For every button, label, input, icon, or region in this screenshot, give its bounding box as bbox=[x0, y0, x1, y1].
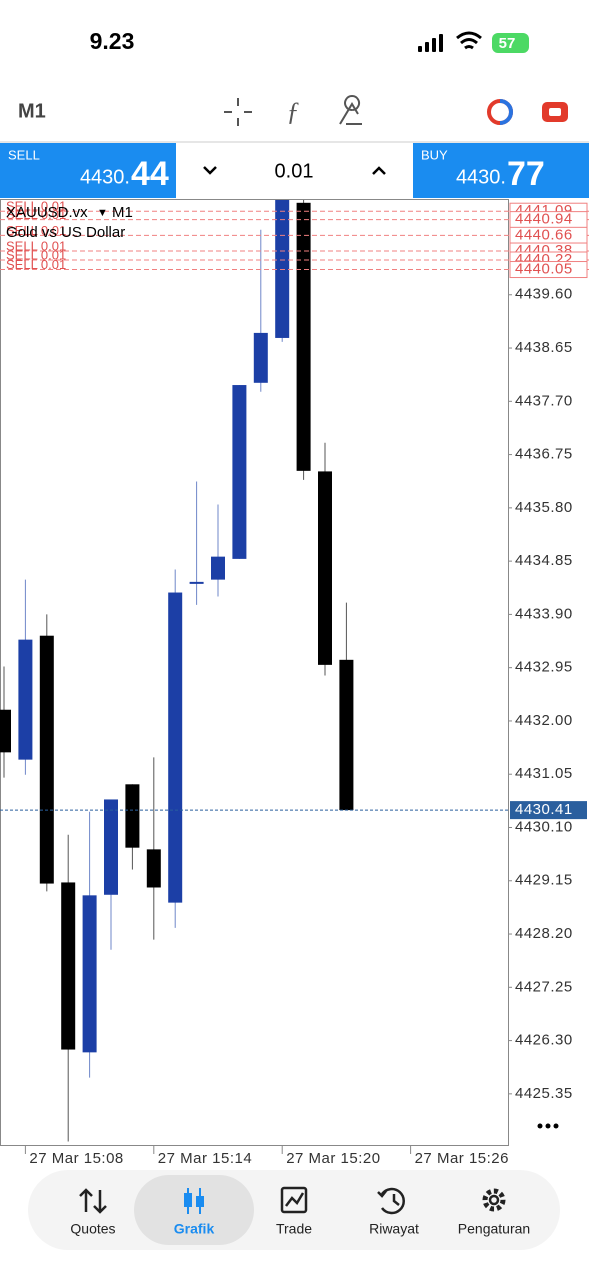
plot-area bbox=[0, 200, 354, 1142]
y-tick-label: 4437.70 bbox=[515, 392, 573, 409]
y-tick-label: 4435.80 bbox=[515, 499, 573, 516]
chart-timeframe: M1 bbox=[112, 204, 133, 221]
chart-symbol: XAUUSD.vx bbox=[6, 204, 88, 221]
chart-description: Gold vs US Dollar bbox=[6, 224, 125, 241]
candle-body bbox=[168, 592, 183, 903]
order-price: 4440.66 bbox=[515, 226, 573, 243]
trade-nav-line bbox=[285, 1192, 305, 1207]
candle-body bbox=[296, 202, 311, 471]
sell-price-small: 4430. bbox=[80, 166, 130, 188]
sell-price-large: 44 bbox=[131, 155, 169, 193]
buy-price-small: 4430. bbox=[456, 166, 506, 188]
y-tick-label: 4439.60 bbox=[515, 286, 573, 303]
candle-body bbox=[104, 799, 118, 895]
battery-level: 57 bbox=[499, 35, 516, 52]
nav-label[interactable]: Trade bbox=[276, 1221, 312, 1237]
current-price-box bbox=[510, 801, 587, 820]
nav-label[interactable]: Quotes bbox=[70, 1221, 115, 1237]
y-tick-label: 4436.75 bbox=[515, 446, 573, 463]
nav-bar bbox=[28, 1170, 560, 1250]
order-label: SELL 0.01 bbox=[6, 257, 66, 272]
chart: 4425.35 4426.30 4427.25 4428.20 4429.15 4430.… bbox=[0, 199, 589, 1167]
nav-active-pill bbox=[134, 1175, 254, 1245]
candle-body bbox=[18, 639, 33, 760]
y-tick-label: 4434.85 bbox=[515, 552, 573, 569]
y-tick-label: 4433.90 bbox=[515, 605, 573, 622]
order-price: 4440.94 bbox=[515, 211, 573, 228]
y-tick-label: 4429.15 bbox=[515, 872, 573, 889]
x-tick-label: 27 Mar 15:20 bbox=[286, 1150, 380, 1167]
signal-icon bbox=[418, 34, 443, 52]
sell-label: SELL bbox=[8, 147, 40, 162]
order-price: 4440.05 bbox=[515, 261, 573, 278]
history-icon bbox=[377, 1187, 405, 1215]
more-icon[interactable] bbox=[537, 1123, 559, 1129]
candle-body bbox=[61, 882, 76, 1050]
candle-body bbox=[211, 556, 225, 580]
x-tick-label: 27 Mar 15:26 bbox=[415, 1150, 509, 1167]
candle-body bbox=[82, 895, 97, 1053]
volume-up[interactable] bbox=[372, 166, 386, 175]
order-label: SELL 0.01 bbox=[6, 247, 66, 262]
nav-label[interactable]: Grafik bbox=[174, 1221, 215, 1237]
timeframe-button[interactable]: M1 bbox=[18, 100, 46, 122]
candle-body bbox=[275, 200, 290, 338]
order-price-box bbox=[509, 261, 588, 279]
buy-price-large: 77 bbox=[507, 155, 545, 193]
chart-icon-body bbox=[196, 1196, 204, 1207]
indicator-icon[interactable]: ƒ bbox=[287, 97, 300, 126]
candle-body bbox=[146, 849, 161, 888]
x-tick-label: 27 Mar 15:08 bbox=[29, 1150, 123, 1167]
y-tick-label: 4427.25 bbox=[515, 978, 573, 995]
sell-button[interactable] bbox=[0, 143, 176, 198]
candle-body bbox=[318, 471, 332, 665]
volume[interactable]: 0.01 bbox=[275, 160, 314, 182]
x-tick-label: 27 Mar 15:14 bbox=[158, 1150, 252, 1167]
one-click-icon-half bbox=[499, 99, 513, 125]
buy-button[interactable] bbox=[413, 143, 589, 198]
order-label: SELL 0.01 bbox=[6, 199, 66, 214]
y-tick-label: 4426.30 bbox=[515, 1032, 573, 1049]
crosshair-icon[interactable] bbox=[224, 98, 252, 126]
battery-icon bbox=[492, 33, 529, 53]
y-tick-label: 4430.10 bbox=[515, 818, 573, 835]
trade-icon-inner bbox=[549, 108, 561, 116]
nav-label[interactable]: Pengaturan bbox=[458, 1221, 530, 1237]
y-tick-label: 4432.00 bbox=[515, 712, 573, 729]
order-label: SELL 0.01 bbox=[6, 207, 66, 222]
quotes-icon bbox=[79, 1188, 107, 1214]
settings-icon-center bbox=[488, 1194, 500, 1206]
candle-body bbox=[253, 332, 268, 383]
y-tick-label: 4428.20 bbox=[515, 925, 573, 942]
current-price-label: 4430.41 bbox=[515, 801, 573, 818]
buy-label: BUY bbox=[421, 147, 448, 162]
candle-body bbox=[0, 709, 11, 753]
candle-body bbox=[189, 581, 204, 584]
clock: 9.23 bbox=[90, 28, 135, 54]
candle-body bbox=[339, 659, 354, 811]
y-tick-label: 4425.35 bbox=[515, 1085, 573, 1102]
settings-icon bbox=[482, 1188, 506, 1212]
objects-icon[interactable] bbox=[339, 95, 362, 125]
candle-body bbox=[125, 784, 140, 848]
plot-frame bbox=[0, 199, 509, 1146]
order-label: SELL 0.01 bbox=[6, 223, 66, 238]
y-tick-label: 4431.05 bbox=[515, 765, 573, 782]
y-tick-label: 4438.65 bbox=[515, 339, 573, 356]
volume-down[interactable] bbox=[203, 166, 217, 175]
wifi-icon bbox=[456, 31, 482, 50]
chart-icon-body bbox=[184, 1193, 192, 1207]
nav-label[interactable]: Riwayat bbox=[369, 1221, 419, 1237]
candle-body bbox=[39, 635, 54, 884]
candle-body bbox=[232, 385, 247, 559]
symbol-dropdown[interactable]: ▼ bbox=[97, 207, 108, 219]
y-tick-label: 4432.95 bbox=[515, 659, 573, 676]
trade-nav-icon bbox=[280, 1186, 308, 1214]
nav-icons bbox=[79, 1186, 506, 1215]
order-label: SELL 0.01 bbox=[6, 238, 66, 253]
